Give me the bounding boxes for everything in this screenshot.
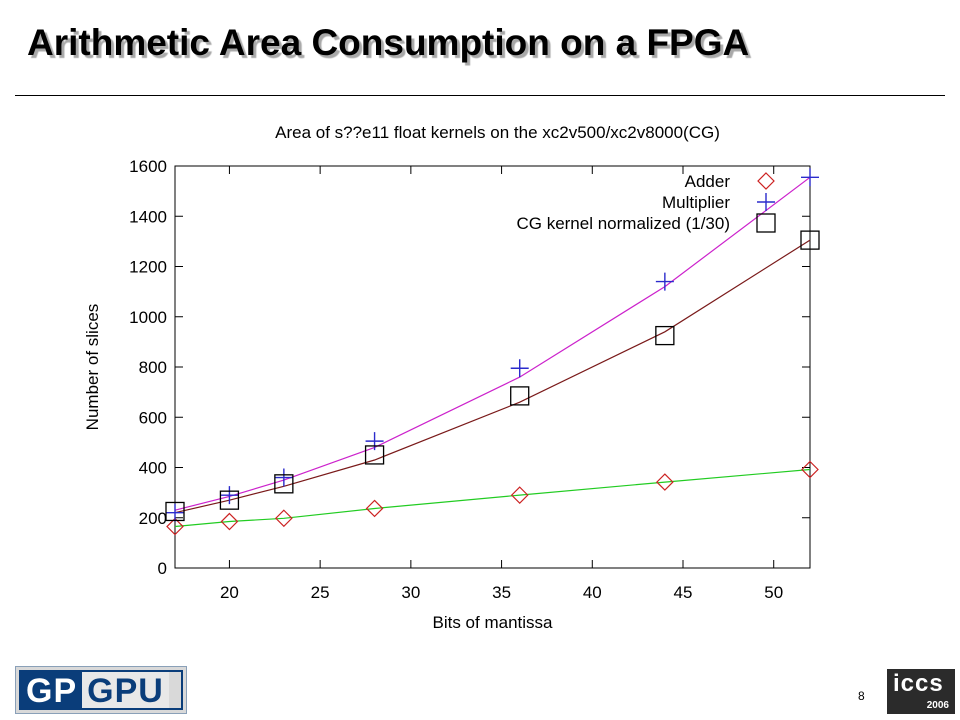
point-series-1 [655,272,674,291]
x-tick-label: 25 [311,583,330,602]
x-axis-label: Bits of mantissa [433,613,554,632]
legend-label-2: CG kernel normalized (1/30) [516,214,730,233]
point-series-1 [801,168,819,187]
point-series-2 [274,474,294,494]
point-series-0 [510,486,529,504]
legend-label-1: Multiplier [662,193,730,212]
legend-label-0: Adder [685,172,731,191]
legend-marker-0 [757,172,775,190]
y-tick-label: 400 [139,459,167,478]
y-tick-label: 1600 [129,157,167,176]
title-divider [15,95,945,96]
x-tick-label: 35 [492,583,511,602]
slide-title: Arithmetic Area Consumption on a FPGA [27,22,750,63]
point-series-1 [166,503,184,522]
point-series-0 [220,512,239,531]
x-tick-label: 50 [764,583,783,602]
point-series-2 [655,325,675,346]
chart-title: Area of s??e11 float kernels on the xc2v… [275,123,720,142]
logo-part-gpu: GPU [82,672,169,710]
point-series-0 [656,473,674,491]
fit-line-series-2 [174,239,811,514]
legend-marker-1 [757,193,775,211]
point-series-1 [365,432,384,451]
logo-part-gp: GP [21,672,83,710]
x-tick-label: 45 [674,583,693,602]
point-series-2 [364,445,385,465]
point-series-2 [219,490,240,510]
point-series-2 [510,386,530,406]
point-series-0 [365,499,384,518]
y-tick-label: 800 [139,358,167,377]
page-number: 8 [858,689,865,703]
point-series-2 [165,501,185,522]
y-tick-label: 0 [158,559,167,578]
y-tick-label: 200 [139,509,167,528]
point-series-1 [510,359,529,378]
x-tick-label: 40 [583,583,602,602]
iccs-logo-year: 2006 [926,700,949,711]
point-series-1 [274,468,293,487]
point-series-0 [166,517,184,536]
iccs-logo-word: iccs [893,670,944,697]
fit-line-series-0 [174,468,811,528]
y-axis-label: Number of slices [83,304,102,431]
x-tick-label: 20 [220,583,239,602]
iccs-logo: iccs 2006 [887,669,955,714]
y-tick-label: 600 [139,408,167,427]
y-tick-label: 1000 [129,308,167,327]
y-tick-label: 1200 [129,258,167,277]
y-tick-label: 1400 [129,207,167,226]
point-series-2 [800,230,820,250]
x-tick-label: 30 [401,583,420,602]
legend-marker-2 [756,213,776,233]
gpgpu-logo: GP GPU [15,666,187,714]
point-series-1 [220,486,239,505]
point-series-0 [275,509,293,528]
point-series-0 [801,460,819,479]
